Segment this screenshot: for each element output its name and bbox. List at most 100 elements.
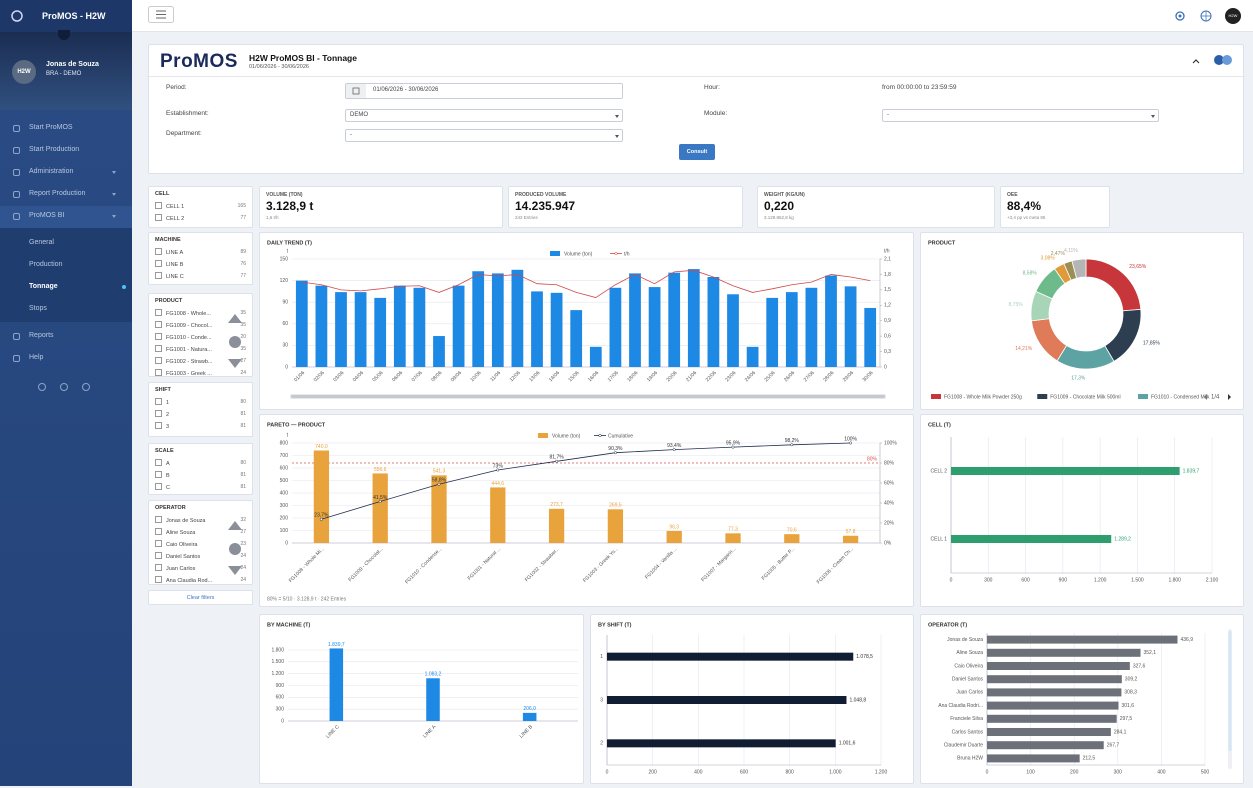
filter-option[interactable]: B xyxy=(155,471,217,479)
y-tick-label: Claudemir Duarte xyxy=(944,743,983,749)
filter-sort-icons[interactable] xyxy=(227,312,243,372)
filter-option[interactable]: FG1008 - Whole... xyxy=(155,309,217,317)
filter-option[interactable]: CELL 1 xyxy=(155,202,217,210)
language-icon[interactable] xyxy=(1200,10,1212,22)
filter-title: CELL xyxy=(155,191,170,197)
menu-toggle[interactable] xyxy=(148,6,174,23)
x-tick-label: 1.000 xyxy=(829,769,842,775)
kpi-value: 3.128,9 t xyxy=(266,199,314,213)
bar xyxy=(607,509,624,543)
y2-tick-label: 1,2 xyxy=(884,303,891,309)
menu-item[interactable]: Start ProMOS xyxy=(29,124,73,131)
filter-option[interactable]: CELL 2 xyxy=(155,214,217,222)
menu-item[interactable]: Start Production xyxy=(29,146,80,153)
clear-filters[interactable]: Clear filters xyxy=(148,590,253,605)
menu-item[interactable]: Reports xyxy=(29,332,54,339)
submenu-item[interactable]: General xyxy=(29,239,54,246)
menu-item[interactable]: Report Production xyxy=(29,190,86,197)
kpi-note: 242 Entries xyxy=(515,215,538,220)
filter-option[interactable]: FG1001 - Natura... xyxy=(155,345,217,353)
filter-option[interactable]: FG1009 - Chocol... xyxy=(155,321,217,329)
x-tick-label: 03/06 xyxy=(332,370,345,383)
footer-icon[interactable] xyxy=(82,383,90,391)
filter-box: SCALE A 80 B 81 C 81 xyxy=(148,443,253,495)
legend-swatch xyxy=(1037,394,1048,399)
collapse[interactable] xyxy=(58,30,70,40)
filter-option[interactable]: 2 xyxy=(155,410,217,418)
filter-count: 20 xyxy=(240,334,246,340)
establishment-select[interactable]: DEMO xyxy=(345,109,623,122)
filter-sort-icons[interactable] xyxy=(227,519,243,579)
data-label: 23,7% xyxy=(314,513,329,519)
x-tick-label: FG1010 - Condense... xyxy=(404,546,443,585)
filter-option[interactable]: LINE B xyxy=(155,260,217,268)
x-tick-label: 06/06 xyxy=(391,370,404,383)
filter-title: SHIFT xyxy=(155,387,171,393)
kpi-note: 1,6 t/h xyxy=(266,215,279,220)
x-tick-label: 10/06 xyxy=(469,370,482,383)
filter-option[interactable]: FG1002 - Strawb... xyxy=(155,357,217,365)
filter-count: 24 xyxy=(240,553,246,559)
kpi-label: PRODUCED VOLUME xyxy=(515,192,567,198)
bar xyxy=(490,487,506,543)
settings-icon[interactable] xyxy=(1174,10,1186,22)
submenu-item[interactable]: Tonnage xyxy=(29,283,58,290)
filter-option[interactable]: 1 xyxy=(155,398,217,406)
filter-option[interactable]: FG1010 - Conde... xyxy=(155,333,217,341)
filter-count: 81 xyxy=(240,472,246,478)
x-tick-label: 21/06 xyxy=(685,370,698,383)
x-tick-label: 100 xyxy=(1026,769,1035,775)
data-label: 93,4% xyxy=(667,443,682,449)
menu-item[interactable]: ProMOS BI xyxy=(29,212,65,219)
brand: ProMOS - H2W xyxy=(42,11,106,21)
menu-item[interactable]: Administration xyxy=(29,168,74,175)
data-label: 212,5 xyxy=(1083,756,1096,762)
bar xyxy=(491,273,504,367)
y-tick-label: 700 xyxy=(280,453,289,459)
x-tick-label: 0 xyxy=(986,769,989,775)
chart: OPERATOR (T) 0 100 200 300 400 500 Jonas de Sou… xyxy=(928,622,1232,775)
menu-item[interactable]: Help xyxy=(29,354,44,361)
filter-option[interactable]: A xyxy=(155,459,217,467)
filter-option[interactable]: Jonas de Souza xyxy=(155,516,217,524)
bar xyxy=(607,652,854,661)
data-label: 23,65% xyxy=(1129,264,1147,270)
x-tick-label: 24/06 xyxy=(744,370,757,383)
filter-option[interactable]: FG1003 - Greek ... xyxy=(155,369,217,377)
bar xyxy=(951,467,1180,475)
filter-option[interactable]: Juan Carlos xyxy=(155,564,217,572)
bar xyxy=(589,346,602,367)
filter-option[interactable]: Ana Claudia Rod... xyxy=(155,576,217,584)
submenu-item[interactable]: Stops xyxy=(29,305,47,312)
establishment-label: Establishment: xyxy=(166,110,209,117)
filter-option[interactable]: Caio Oliveira xyxy=(155,540,217,548)
y-tick-label: 400 xyxy=(280,490,289,496)
data-label: 1.078,5 xyxy=(856,654,873,660)
filter-option[interactable]: 3 xyxy=(155,422,217,430)
report-period: 01/06/2026 - 30/06/2026 xyxy=(249,64,309,70)
consult-button[interactable]: Consult xyxy=(679,144,715,160)
collapse-caret[interactable] xyxy=(1191,57,1201,65)
footer-icon[interactable] xyxy=(38,383,46,391)
pager-label: 1/4 xyxy=(1211,395,1220,401)
filter-option[interactable]: LINE A xyxy=(155,248,217,256)
bar xyxy=(426,678,440,721)
department-select[interactable]: - xyxy=(345,129,623,142)
period-input[interactable]: 01/06/2026 - 30/06/2026 xyxy=(345,83,623,99)
submenu-item[interactable]: Production xyxy=(29,261,63,268)
filter-option[interactable]: Daniel Santos xyxy=(155,552,217,560)
filter-option[interactable]: C xyxy=(155,483,217,491)
x-tick-label: 500 xyxy=(1201,769,1210,775)
bar xyxy=(522,712,537,721)
calendar-icon[interactable] xyxy=(346,84,366,98)
x-tick-label: FG1002 - Strawber... xyxy=(524,546,561,583)
topbar-avatar[interactable]: H2W xyxy=(1225,8,1241,24)
filter-option[interactable]: LINE C xyxy=(155,272,217,280)
y-tick-label: 150 xyxy=(280,256,289,262)
module-select[interactable]: - xyxy=(882,109,1159,122)
bar xyxy=(687,269,700,367)
bar xyxy=(648,287,661,367)
filter-option[interactable]: Aline Souza xyxy=(155,528,217,536)
footer-icon[interactable] xyxy=(60,383,68,391)
x-tick-label: 09/06 xyxy=(450,370,463,383)
